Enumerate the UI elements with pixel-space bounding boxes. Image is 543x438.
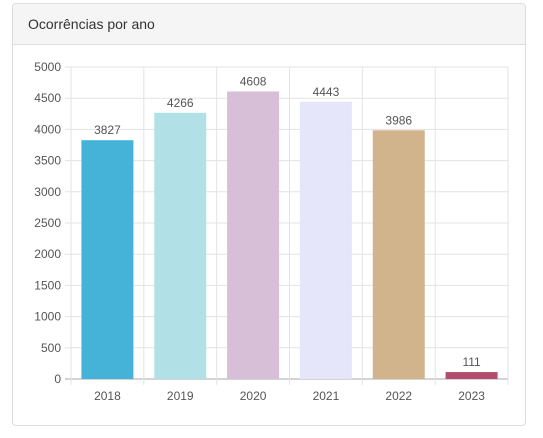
bar <box>81 140 134 379</box>
y-tick-label: 4000 <box>34 122 61 136</box>
data-label: 4443 <box>313 85 340 99</box>
y-tick-label: 2000 <box>34 247 61 261</box>
bar <box>154 112 207 379</box>
data-label: 3986 <box>385 113 412 127</box>
y-tick-label: 5000 <box>34 60 61 74</box>
panel-title: Ocorrências por ano <box>28 16 155 32</box>
x-tick-label: 2021 <box>313 389 340 403</box>
y-tick-label: 500 <box>41 341 61 355</box>
x-tick-label: 2018 <box>94 389 121 403</box>
x-tick-label: 2022 <box>385 389 412 403</box>
y-tick-label: 3000 <box>34 185 61 199</box>
y-tick-label: 1000 <box>34 310 61 324</box>
data-label: 4266 <box>167 96 194 110</box>
x-tick-label: 2023 <box>458 389 485 403</box>
bar <box>445 372 498 379</box>
data-label: 3827 <box>94 123 121 137</box>
bar <box>299 101 352 379</box>
y-tick-label: 4500 <box>34 91 61 105</box>
panel-heading: Ocorrências por ano <box>13 4 525 45</box>
y-tick-label: 2500 <box>34 216 61 230</box>
data-label: 4608 <box>240 74 267 88</box>
y-tick-label: 1500 <box>34 278 61 292</box>
y-tick-label: 0 <box>54 372 61 386</box>
bar <box>372 130 425 379</box>
y-tick-label: 3500 <box>34 154 61 168</box>
data-label: 111 <box>462 355 481 369</box>
x-tick-label: 2020 <box>240 389 267 403</box>
bar <box>227 91 280 379</box>
x-tick-label: 2019 <box>167 389 194 403</box>
